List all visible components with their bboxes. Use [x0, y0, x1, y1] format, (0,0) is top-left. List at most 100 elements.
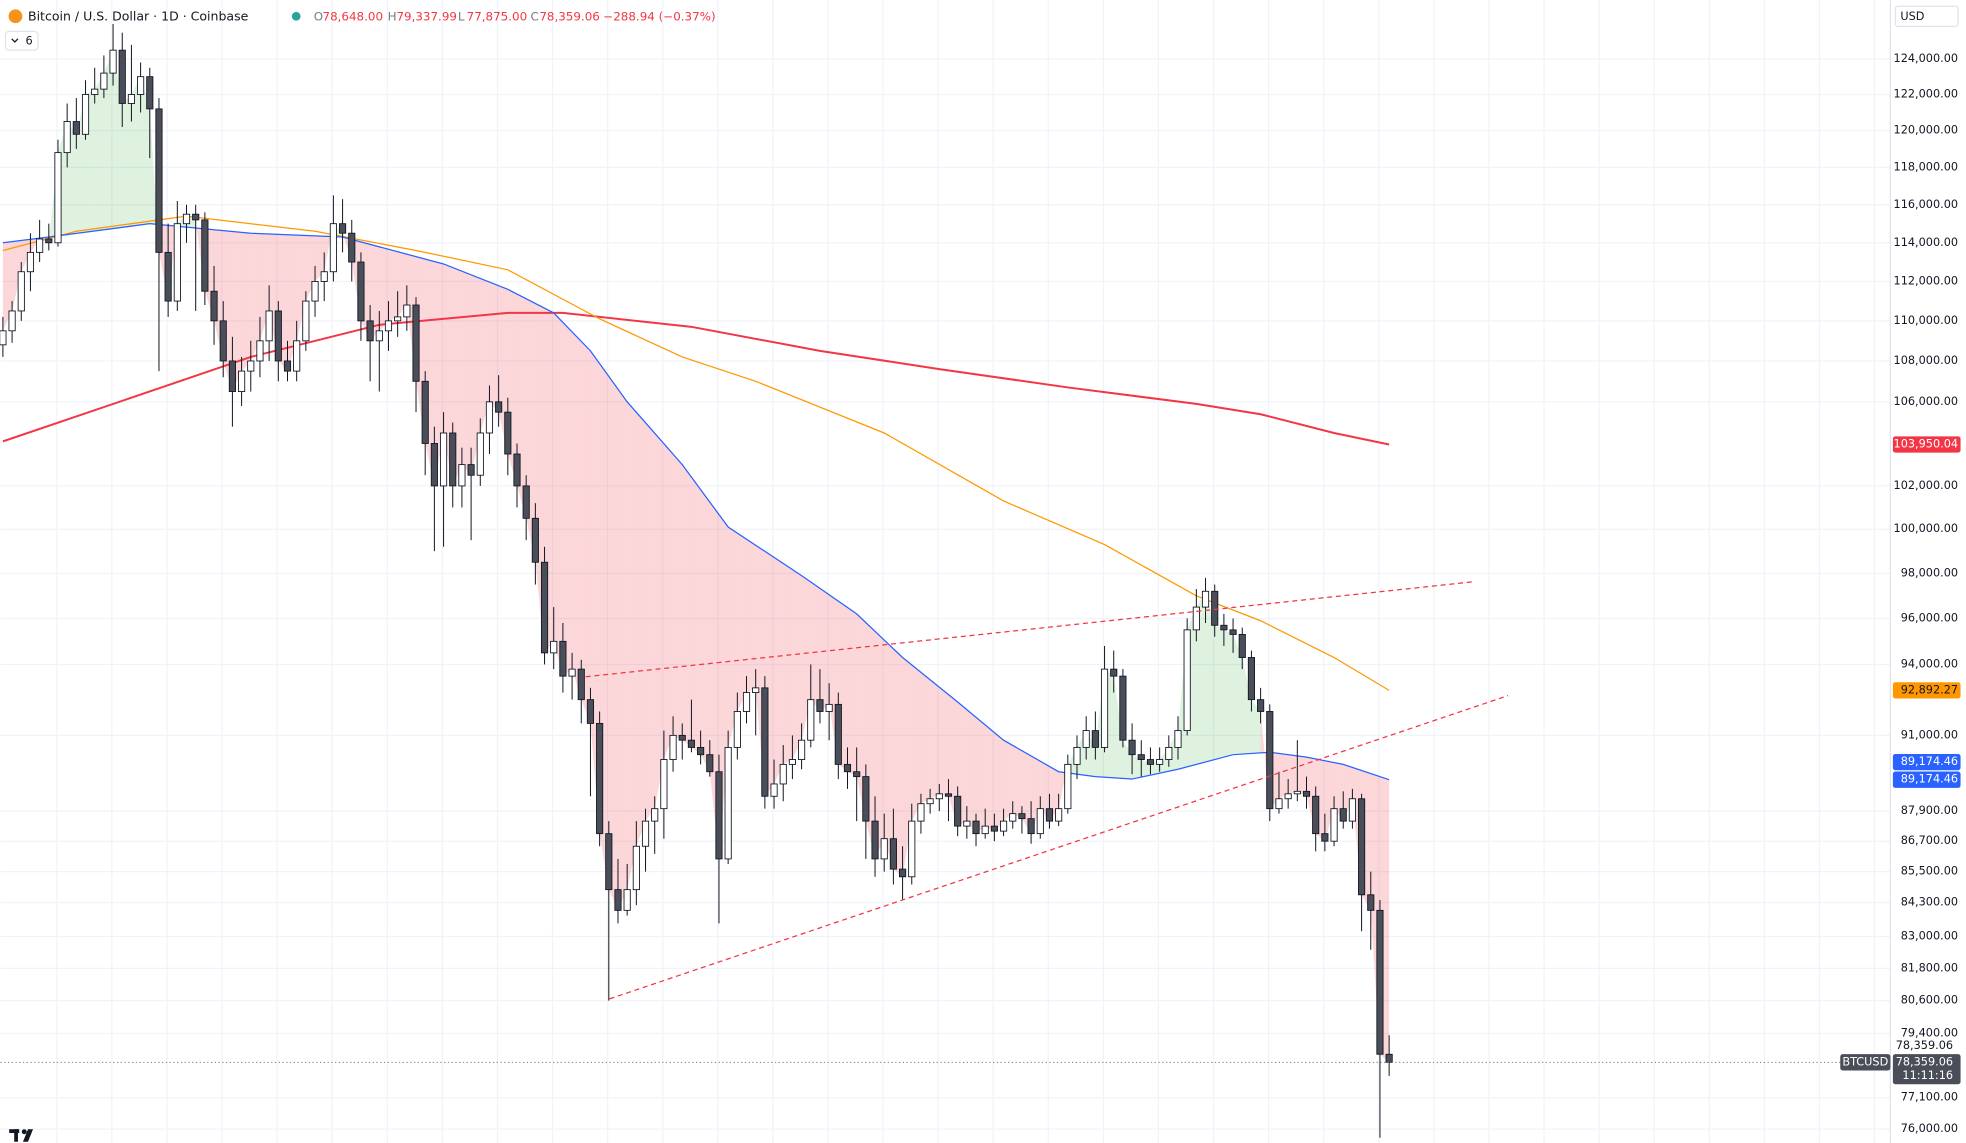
- countdown: 11:11:16: [1902, 1069, 1953, 1082]
- candle-body: [843, 763, 852, 773]
- candle-body: [1027, 818, 1035, 835]
- y-tick-label: 85,500.00: [1901, 865, 1958, 878]
- last-price-text: 78,359.06: [1896, 1039, 1953, 1052]
- candle-body: [1385, 1053, 1393, 1063]
- ma-fill: [1278, 753, 1289, 799]
- y-tick-label: 108,000.00: [1894, 354, 1959, 367]
- candle-body: [476, 432, 484, 476]
- candle-body: [853, 771, 861, 778]
- currency-button[interactable]: [1894, 5, 1959, 27]
- candle-body: [357, 261, 365, 322]
- candle-body: [54, 152, 62, 244]
- candle-body: [779, 763, 787, 785]
- price-label-box: [1892, 436, 1961, 453]
- ma-fill: [287, 234, 297, 372]
- candle-body: [742, 692, 751, 712]
- tv-logo: [9, 1129, 34, 1142]
- legend-key: O: [314, 9, 323, 23]
- candle-body: [1100, 668, 1109, 748]
- candle-body: [1183, 629, 1191, 732]
- candle-body: [586, 699, 595, 724]
- ma-fill: [572, 331, 582, 700]
- candle-body: [238, 370, 246, 392]
- y-tick-label: 116,000.00: [1894, 198, 1959, 211]
- candle-body: [201, 219, 209, 292]
- ma-fill: [131, 76, 141, 227]
- candle-body: [825, 703, 833, 712]
- ma-fill: [608, 376, 618, 911]
- indicator-toggle[interactable]: [4, 30, 39, 51]
- ma-fill: [1214, 625, 1224, 760]
- ma-fill: [553, 312, 563, 677]
- ma-fill: [700, 489, 710, 772]
- ma-fill: [94, 73, 104, 231]
- ma-fill: [930, 679, 940, 799]
- candle-body: [559, 640, 567, 677]
- price-label: 103,950.04: [1894, 438, 1959, 451]
- y-tick-label: 102,000.00: [1894, 479, 1959, 492]
- candle-body: [568, 668, 576, 677]
- plot-area: [0, 0, 1891, 1143]
- ma-fill: [562, 322, 573, 677]
- y-tick-label: 87,900.00: [1901, 804, 1958, 817]
- ma-fill: [452, 267, 462, 486]
- y-tick-label: 124,000.00: [1894, 52, 1959, 65]
- ma-fill: [471, 274, 481, 476]
- ma-fill: [1297, 755, 1307, 797]
- ma-fill: [1334, 762, 1344, 822]
- candle-body: [972, 820, 980, 835]
- candle-body: [91, 88, 99, 95]
- candle-body: [963, 820, 971, 827]
- ma-fill: [1049, 766, 1059, 822]
- ma-fill: [12, 240, 22, 311]
- ma-fill: [847, 607, 857, 777]
- ma-fill: [370, 244, 380, 341]
- candle-body: [1119, 675, 1127, 741]
- ma-fill: [1012, 745, 1022, 819]
- candle-body: [118, 49, 126, 104]
- ma-fill: [1242, 657, 1252, 755]
- candle-body: [596, 722, 604, 835]
- status-dot: [291, 11, 301, 21]
- ma-fill: [1021, 750, 1032, 834]
- candle-body: [1247, 657, 1256, 701]
- candle-body: [697, 746, 705, 756]
- candle-body: [770, 783, 778, 797]
- ma-line: [2, 215, 1390, 691]
- legend-value: 77,875.00: [467, 9, 528, 23]
- legend-value: 78,359.06: [539, 9, 600, 23]
- ma-fill: [1223, 629, 1234, 758]
- candle-body: [45, 238, 53, 244]
- y-tick-label: 79,400.00: [1901, 1026, 1958, 1039]
- candle-body: [871, 820, 879, 860]
- candle-body: [1146, 759, 1155, 765]
- candle-body: [651, 808, 659, 822]
- ma-fill: [1233, 634, 1243, 755]
- candle-body: [1220, 624, 1228, 631]
- candle-body: [495, 401, 503, 413]
- candle-body: [614, 889, 622, 911]
- candle-body: [550, 640, 558, 654]
- ma-fill: [140, 76, 150, 225]
- candle-body: [1238, 634, 1246, 658]
- candle-body: [320, 271, 328, 282]
- candle-body: [1110, 668, 1118, 677]
- ma-fill: [1122, 740, 1133, 780]
- candle-body: [1348, 798, 1356, 822]
- candle-body: [706, 754, 714, 773]
- y-tick-label: 77,100.00: [1901, 1091, 1958, 1104]
- candle-body: [210, 290, 218, 322]
- candle-body: [899, 868, 907, 878]
- ma-fill: [1058, 764, 1068, 809]
- symbol-box: [1840, 1054, 1891, 1071]
- logo-part: [14, 1129, 18, 1142]
- candle-body: [935, 793, 943, 800]
- ma-fill: [1324, 760, 1335, 842]
- candle-body: [807, 699, 815, 741]
- candle-body: [715, 771, 723, 860]
- candle-body: [889, 838, 897, 870]
- ma-fill: [645, 422, 655, 822]
- price-axis-labels: 124,000.00 122,000.00 120,000.00 118,000.00…: [1892, 52, 1961, 1135]
- candle-body: [1137, 754, 1145, 760]
